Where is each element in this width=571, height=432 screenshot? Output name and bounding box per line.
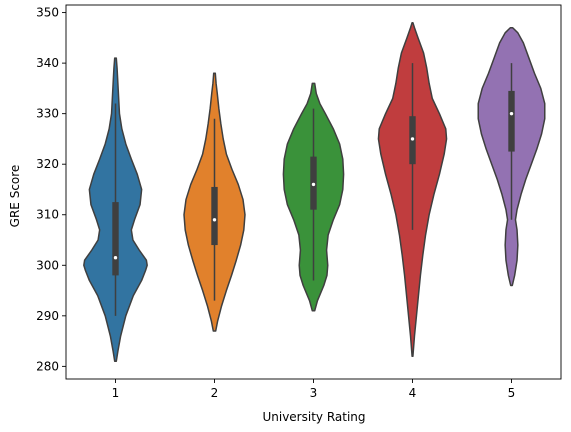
y-tick-label: 290 (36, 309, 59, 323)
x-tick-label: 4 (409, 386, 417, 400)
violin-series (83, 21, 546, 363)
y-axis-label: GRE Score (8, 165, 22, 228)
violin-iqr-box-5 (508, 90, 515, 152)
violin-iqr-box-2 (211, 186, 218, 246)
violin-median-1 (113, 256, 118, 260)
violin-median-3 (311, 182, 316, 187)
y-tick-label: 350 (36, 6, 59, 20)
y-tick-label: 330 (36, 107, 59, 121)
x-tick-label: 5 (508, 386, 516, 400)
violin-median-5 (509, 111, 514, 116)
y-tick-label: 320 (36, 157, 59, 171)
violin-median-2 (212, 218, 217, 222)
y-tick-label: 280 (36, 359, 59, 373)
y-tick-label: 340 (36, 56, 59, 70)
axes: 280 290 300 310 320 330 340 350 1 2 3 4 5 (36, 4, 562, 400)
x-axis-label: University Rating (262, 410, 365, 424)
x-tick-label: 3 (310, 386, 318, 400)
y-tick-label: 300 (36, 258, 59, 272)
x-tick-label: 2 (211, 386, 219, 400)
violin-iqr-box-1 (112, 202, 119, 276)
x-tick-label: 1 (112, 386, 120, 400)
violin-median-4 (410, 137, 415, 141)
y-tick-label: 310 (36, 208, 59, 222)
